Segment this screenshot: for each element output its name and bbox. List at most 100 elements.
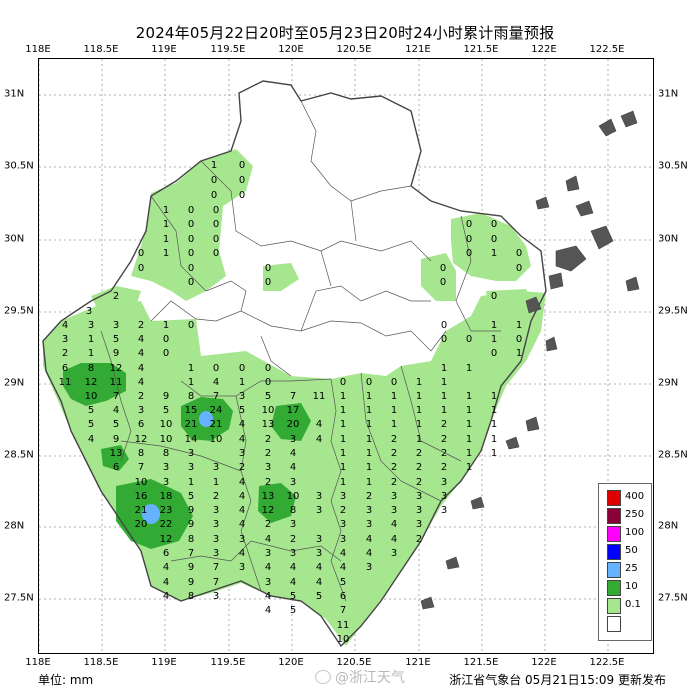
rainfall-value: 0 [239,160,245,171]
rainfall-value: 3 [340,519,346,530]
longitude-tick-label: 118.5E [83,657,119,668]
rainfall-value: 1 [366,391,372,402]
rainfall-value: 0 [366,377,372,388]
rainfall-value: 4 [265,534,271,545]
rainfall-value: 0 [188,248,194,259]
rainfall-value: 0 [138,263,144,274]
rainfall-value: 4 [265,562,271,573]
rainfall-value: 4 [366,534,372,545]
longitude-tick-label: 119.5E [210,657,246,668]
rainfall-value: 12 [160,534,173,545]
rainfall-value: 0 [188,320,194,331]
latitude-tick-label: 28.5N [4,449,34,461]
longitude-tick-label: 120E [278,657,304,668]
rainfall-value: 8 [188,591,194,602]
rainfall-value: 0 [265,263,271,274]
legend-label: 50 [625,545,638,556]
rainfall-value: 3 [213,591,219,602]
rainfall-value: 4 [62,320,68,331]
rainfall-value: 2 [441,448,447,459]
rainfall-value: 3 [290,519,296,530]
rainfall-value: 4 [290,448,296,459]
rainfall-value: 5 [316,591,322,602]
rainfall-value: 0 [440,277,446,288]
rainfall-value: 13 [262,491,275,502]
legend-swatch [607,526,621,542]
rainfall-value: 5 [113,419,119,430]
rainfall-value: 3 [441,505,447,516]
rainfall-value: 0 [440,263,446,274]
rainfall-value: 4 [391,534,397,545]
latitude-tick-label: 30.5N [4,160,34,172]
rainfall-value: 3 [239,391,245,402]
rainfall-value: 3 [340,491,346,502]
rainfall-value: 1 [416,377,422,388]
rainfall-value: 1 [441,377,447,388]
rainfall-value: 3 [113,320,119,331]
rainfall-value: 15 [185,405,198,416]
rainfall-value: 0 [188,234,194,245]
longitude-tick-label: 122.5E [589,657,625,668]
rainfall-value: 4 [239,505,245,516]
rainfall-value: 4 [138,334,144,345]
rainfall-value: 4 [113,405,119,416]
rainfall-value: 18 [160,491,173,502]
rainfall-value: 1 [366,434,372,445]
rainfall-value: 5 [188,491,194,502]
rainfall-value: 3 [88,320,94,331]
rain-area-south [43,291,546,646]
rainfall-value: 7 [290,391,296,402]
rainfall-value: 4 [316,434,322,445]
rainfall-value: 0 [466,234,472,245]
rainfall-value: 0 [516,334,522,345]
rainfall-value: 14 [185,434,198,445]
rainfall-value: 2 [416,448,422,459]
rainfall-value: 0 [213,234,219,245]
rainfall-value: 3 [316,505,322,516]
issuer-label: 浙江省气象台 05月21日15:09 更新发布 [449,673,666,687]
legend-swatch [607,544,621,560]
rainfall-value: 1 [163,205,169,216]
unit-label: 单位: mm [38,673,94,687]
rainfall-value: 3 [316,548,322,559]
rainfall-value: 2 [366,491,372,502]
rainfall-value: 4 [163,577,169,588]
rainfall-value: 0 [265,377,271,388]
latitude-tick-label: 31N [658,88,679,100]
rainfall-value: 5 [163,405,169,416]
rainfall-value: 5 [340,577,346,588]
latitude-tick-label: 30N [4,233,25,245]
rain-area-east-patch [421,253,456,301]
rainfall-value: 10 [160,419,173,430]
rainfall-value: 3 [416,491,422,502]
rainfall-value: 0 [239,190,245,201]
rainfall-value: 1 [491,405,497,416]
latitude-tick-label: 28.5N [658,449,688,461]
rainfall-value: 4 [366,548,372,559]
rainfall-value: 24 [210,405,223,416]
rainfall-value: 2 [138,391,144,402]
legend-swatch [607,598,621,614]
longitude-tick-label: 122E [531,44,557,55]
rainfall-value: 3 [265,548,271,559]
watermark-text: @浙江天气 [335,670,405,686]
rainfall-value: 4 [316,577,322,588]
rainfall-value: 3 [213,505,219,516]
rainfall-value: 0 [211,175,217,186]
rainfall-value: 2 [265,434,271,445]
rainfall-value: 9 [113,434,119,445]
rainfall-value: 1 [366,405,372,416]
rainfall-value: 4 [163,591,169,602]
rainfall-value: 1 [491,334,497,345]
rainfall-value: 4 [290,462,296,473]
rainfall-value: 10 [287,491,300,502]
rainfall-value: 2 [391,462,397,473]
rainfall-value: 12 [262,505,275,516]
longitude-tick-label: 121E [405,657,431,668]
latitude-tick-label: 27.5N [658,592,688,604]
rainfall-value: 0 [211,190,217,201]
rainfall-value: 2 [290,534,296,545]
rainfall-value: 3 [366,505,372,516]
rainfall-value: 3 [265,577,271,588]
rainfall-value: 1 [466,462,472,473]
